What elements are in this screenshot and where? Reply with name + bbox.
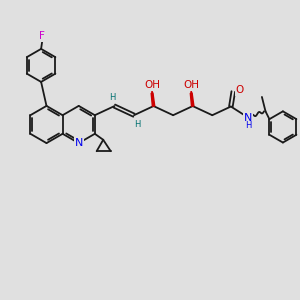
Text: OH: OH <box>183 80 199 90</box>
Polygon shape <box>190 93 194 106</box>
Text: F: F <box>39 31 45 41</box>
Text: N: N <box>74 138 83 148</box>
Text: H: H <box>109 93 115 102</box>
Polygon shape <box>151 93 155 106</box>
Text: N: N <box>244 112 252 123</box>
Text: O: O <box>236 85 244 95</box>
Text: H: H <box>134 120 140 129</box>
Text: OH: OH <box>144 80 160 90</box>
Text: H: H <box>245 121 251 130</box>
